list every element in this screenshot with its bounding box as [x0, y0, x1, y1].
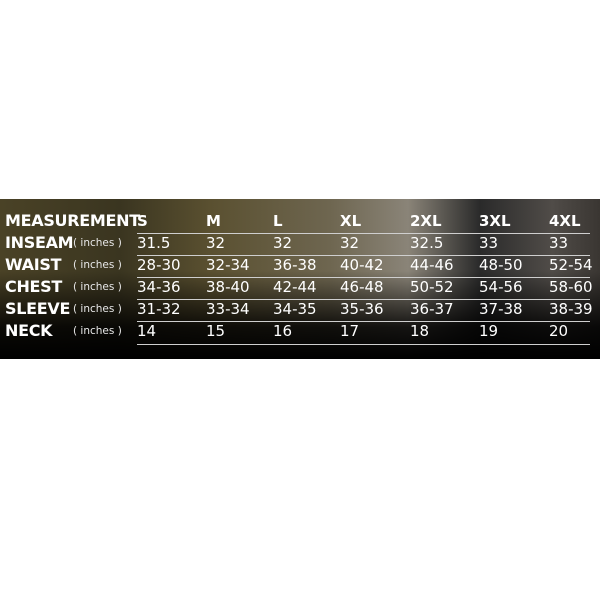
- table-cell: 31.5: [137, 234, 171, 252]
- table-cell: 14: [137, 322, 157, 340]
- size-header-m: M: [206, 212, 221, 230]
- table-cell: 28-30: [137, 256, 181, 274]
- table-cell: 38-40: [206, 278, 250, 296]
- table-cell: 48-50: [479, 256, 523, 274]
- table-cell: 46-48: [340, 278, 384, 296]
- table-cell: 15: [206, 322, 226, 340]
- table-cell: 33-34: [206, 300, 250, 318]
- table-cell: 50-52: [410, 278, 454, 296]
- row-divider: [137, 321, 590, 322]
- table-cell: 38-39: [549, 300, 593, 318]
- row-label-chest: CHEST: [5, 277, 63, 296]
- row-label-inseam: INSEAM: [5, 233, 74, 252]
- row-divider: [137, 344, 590, 345]
- row-unit: ( inches ): [73, 303, 122, 315]
- table-cell: 34-35: [273, 300, 317, 318]
- row-unit: ( inches ): [73, 325, 122, 337]
- table-cell: 18: [410, 322, 430, 340]
- table-cell: 36-38: [273, 256, 317, 274]
- header-measurement-label: MEASUREMENT: [5, 211, 140, 230]
- table-cell: 44-46: [410, 256, 454, 274]
- size-chart-banner: MEASUREMENT S M L XL 2XL 3XL 4XL INSEAM( inches …: [0, 199, 600, 359]
- table-cell: 33: [549, 234, 569, 252]
- table-cell: 33: [479, 234, 499, 252]
- row-unit: ( inches ): [73, 281, 122, 293]
- table-cell: 19: [479, 322, 499, 340]
- table-cell: 52-54: [549, 256, 593, 274]
- row-divider: [137, 255, 590, 256]
- row-divider: [137, 233, 590, 234]
- table-cell: 32: [340, 234, 360, 252]
- table-cell: 17: [340, 322, 360, 340]
- row-divider: [137, 277, 590, 278]
- table-cell: 32: [206, 234, 226, 252]
- table-cell: 54-56: [479, 278, 523, 296]
- size-header-xl: XL: [340, 212, 362, 230]
- table-cell: 58-60: [549, 278, 593, 296]
- table-cell: 32.5: [410, 234, 444, 252]
- size-header-3xl: 3XL: [479, 212, 511, 230]
- row-unit: ( inches ): [73, 237, 122, 249]
- table-cell: 16: [273, 322, 293, 340]
- size-header-s: S: [137, 212, 148, 230]
- size-header-2xl: 2XL: [410, 212, 442, 230]
- table-cell: 36-37: [410, 300, 454, 318]
- table-cell: 32: [273, 234, 293, 252]
- row-unit: ( inches ): [73, 259, 122, 271]
- table-cell: 37-38: [479, 300, 523, 318]
- row-label-neck: NECK: [5, 321, 53, 340]
- row-divider: [137, 299, 590, 300]
- table-cell: 32-34: [206, 256, 250, 274]
- table-cell: 40-42: [340, 256, 384, 274]
- size-header-l: L: [273, 212, 283, 230]
- row-label-sleeve: SLEEVE: [5, 299, 71, 318]
- table-cell: 20: [549, 322, 569, 340]
- table-cell: 31-32: [137, 300, 181, 318]
- table-cell: 35-36: [340, 300, 384, 318]
- row-label-waist: WAIST: [5, 255, 62, 274]
- table-cell: 34-36: [137, 278, 181, 296]
- table-cell: 42-44: [273, 278, 317, 296]
- size-header-4xl: 4XL: [549, 212, 581, 230]
